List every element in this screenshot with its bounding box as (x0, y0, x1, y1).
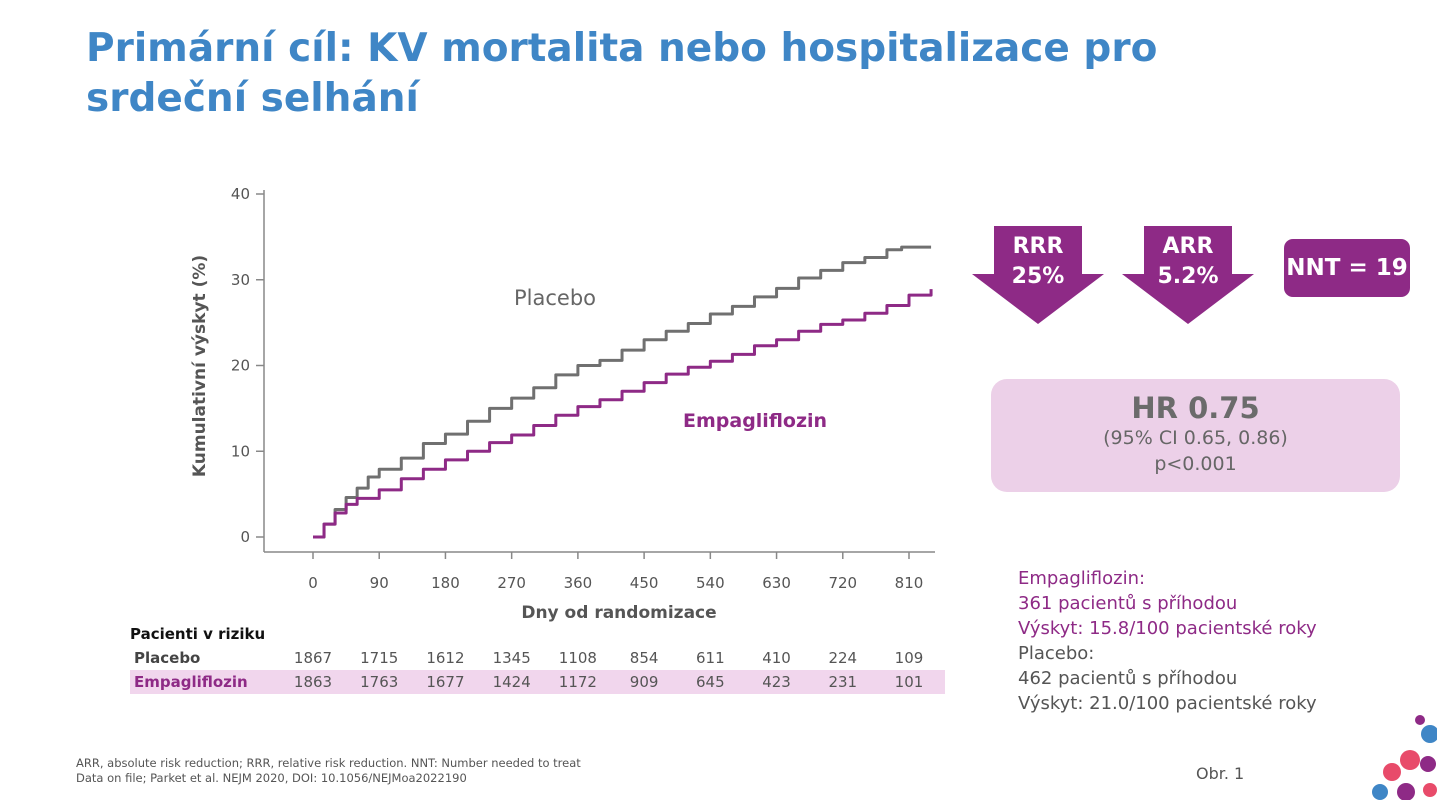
at-risk-cell: 1424 (492, 673, 531, 691)
at-risk-cell: 1345 (492, 649, 531, 667)
placebo-series-label: Placebo (514, 286, 596, 310)
down-arrow-icon (1122, 226, 1254, 324)
nnt-badge: NNT = 19 (1284, 239, 1410, 297)
arr-label: ARR (1162, 234, 1214, 259)
hazard-ratio-box: HR 0.75 (95% CI 0.65, 0.86) p<0.001 (991, 379, 1400, 492)
x-tick-label: 180 (431, 574, 460, 592)
y-tick-label: 0 (240, 528, 250, 546)
footnote-line-1: ARR, absolute risk reduction; RRR, relat… (76, 756, 581, 770)
placebo-events-count: 462 pacientů s příhodou (1018, 668, 1238, 689)
y-tick-label: 30 (231, 271, 250, 289)
x-tick-label: 630 (762, 574, 791, 592)
chart-axes: 0 10 20 30 40 0 90 180 270 360 450 540 630 720 810 (231, 185, 935, 592)
placebo-series-line (313, 245, 932, 539)
at-risk-cell: 410 (762, 649, 791, 667)
empagliflozin-events-rate: Výskyt: 15.8/100 pacientské roky (1018, 618, 1317, 639)
at-risk-cell: 645 (696, 673, 725, 691)
x-tick-label: 810 (895, 574, 924, 592)
at-risk-cell: 854 (629, 649, 659, 667)
y-axis-title: Kumulativní výskyt (%) (190, 255, 210, 477)
slide-title-line-1: Primární cíl: KV mortalita nebo hospital… (86, 26, 1158, 71)
at-risk-cell: 1612 (426, 649, 465, 667)
at-risk-cell: 231 (828, 673, 858, 691)
x-tick-label: 450 (630, 574, 659, 592)
x-axis-title: Dny od randomizace (521, 603, 716, 623)
at-risk-row-placebo: Placebo 1867 1715 1612 1345 1108 854 611 410 224… (130, 646, 945, 670)
empagliflozin-series-line (313, 289, 933, 539)
arr-arrow: ARR 5.2% (1122, 226, 1254, 324)
arr-value: 5.2% (1157, 264, 1219, 289)
rrr-arrow: RRR 25% (972, 226, 1104, 324)
at-risk-cell: 109 (894, 649, 924, 667)
y-tick-label: 10 (231, 442, 250, 460)
at-risk-cell: 909 (629, 673, 659, 691)
hazard-ratio-value: HR 0.75 (1131, 391, 1260, 425)
placebo-events-rate: Výskyt: 21.0/100 pacientské roky (1018, 693, 1317, 714)
confidence-interval: (95% CI 0.65, 0.86) (1103, 427, 1288, 449)
x-tick-label: 0 (308, 574, 318, 592)
at-risk-cell: 1867 (293, 649, 333, 667)
slide-title-line-2: srdeční selhání (86, 76, 419, 121)
at-risk-cell: 1172 (558, 673, 597, 691)
decorative-dots-graphic (1372, 715, 1437, 800)
at-risk-cell: 224 (828, 649, 858, 667)
at-risk-table: Pacienti v riziku Placebo 1867 1715 1612 13… (130, 622, 945, 694)
at-risk-title: Pacienti v riziku (130, 625, 266, 643)
x-tick-label: 720 (828, 574, 857, 592)
at-risk-cell: 423 (762, 673, 791, 691)
at-risk-cell: 101 (894, 673, 924, 691)
down-arrow-icon (972, 226, 1104, 324)
at-risk-row-label: Placebo (134, 649, 201, 667)
at-risk-cell: 611 (696, 649, 725, 667)
at-risk-row-empagliflozin: Empagliflozin 1863 1763 1677 1424 1172 909 645… (130, 670, 945, 694)
footnote-line-2: Data on file; Parket et al. NEJM 2020, D… (76, 771, 467, 785)
at-risk-cell: 1715 (360, 649, 399, 667)
figure-label: Obr. 1 (1196, 764, 1245, 783)
empagliflozin-events-name: Empagliflozin: (1018, 568, 1146, 589)
x-tick-label: 90 (370, 574, 389, 592)
x-tick-label: 360 (564, 574, 593, 592)
at-risk-cell: 1863 (293, 673, 333, 691)
x-tick-label: 540 (696, 574, 725, 592)
y-tick-label: 20 (231, 357, 250, 375)
footnote: ARR, absolute risk reduction; RRR, relat… (76, 756, 581, 786)
empagliflozin-events-count: 361 pacientů s příhodou (1018, 593, 1238, 614)
at-risk-cell: 1677 (426, 673, 465, 691)
at-risk-cell: 1763 (360, 673, 399, 691)
kaplan-meier-chart: 0 10 20 30 40 0 90 180 270 360 450 540 630 720 810 Pla… (190, 185, 935, 623)
x-tick-label: 270 (497, 574, 526, 592)
chart-series (313, 245, 933, 539)
p-value: p<0.001 (1154, 453, 1237, 475)
event-summary: Empagliflozin: 361 pacientů s příhodou V… (1018, 566, 1317, 716)
placebo-events-name: Placebo: (1018, 643, 1095, 664)
at-risk-row-label: Empagliflozin (134, 673, 248, 691)
slide-title: Primární cíl: KV mortalita nebo hospital… (86, 24, 1286, 124)
at-risk-cell: 1108 (558, 649, 597, 667)
empagliflozin-series-label: Empagliflozin (683, 410, 827, 432)
y-tick-label: 40 (231, 185, 250, 203)
rrr-label: RRR (1012, 234, 1064, 259)
rrr-value: 25% (1011, 264, 1065, 289)
